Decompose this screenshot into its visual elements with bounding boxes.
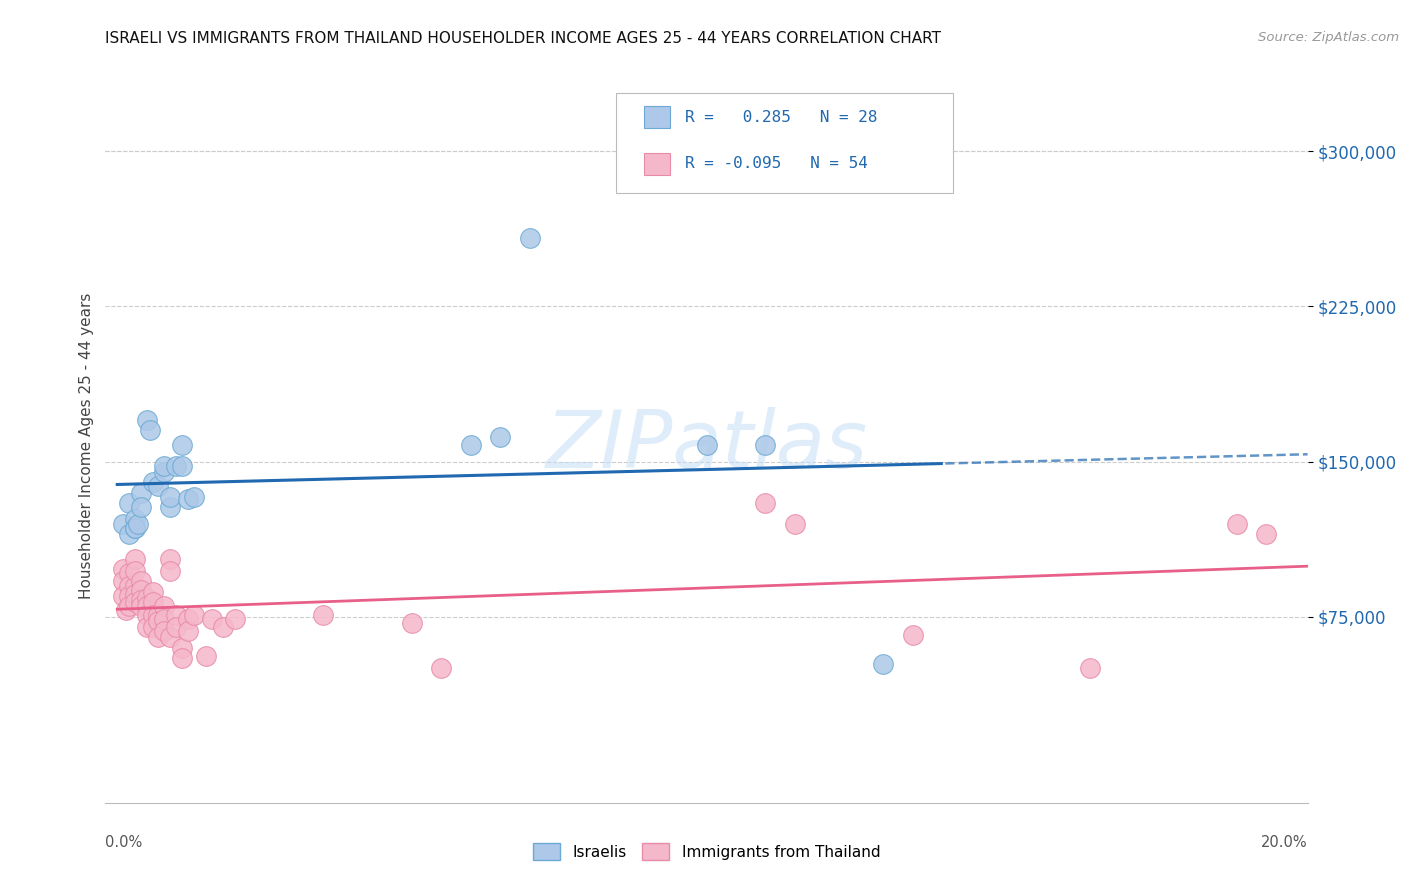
Point: [124, 521, 146, 535]
Point: [489, 430, 512, 444]
Point: [135, 599, 157, 614]
Point: [129, 485, 152, 500]
Point: [142, 620, 165, 634]
Text: Source: ZipAtlas.com: Source: ZipAtlas.com: [1258, 31, 1399, 45]
Point: [754, 496, 776, 510]
Point: [127, 516, 149, 531]
Point: [1226, 516, 1249, 531]
Point: [135, 607, 157, 622]
Point: [118, 496, 141, 510]
Point: [165, 607, 187, 622]
Point: [153, 612, 176, 626]
Point: [194, 648, 217, 663]
Point: [754, 438, 776, 452]
Point: [129, 593, 152, 607]
Point: [135, 620, 157, 634]
Bar: [644, 153, 671, 175]
Y-axis label: Householder Income Ages 25 - 44 years: Householder Income Ages 25 - 44 years: [79, 293, 94, 599]
Point: [1078, 661, 1101, 675]
Point: [112, 574, 135, 589]
Point: [118, 566, 141, 581]
Point: [224, 612, 246, 626]
Point: [159, 564, 181, 578]
Point: [170, 651, 193, 665]
Point: [142, 475, 165, 490]
Point: [148, 630, 170, 644]
Text: R = -0.095   N = 54: R = -0.095 N = 54: [685, 156, 868, 171]
Point: [118, 527, 141, 541]
Point: [142, 607, 165, 622]
Point: [118, 589, 141, 603]
Point: [177, 612, 200, 626]
Point: [170, 458, 193, 473]
Point: [183, 607, 205, 622]
Point: [148, 607, 170, 622]
Point: [165, 620, 187, 634]
Point: [124, 595, 146, 609]
Point: [142, 584, 165, 599]
Point: [124, 564, 146, 578]
Legend: Israelis, Immigrants from Thailand: Israelis, Immigrants from Thailand: [527, 837, 886, 866]
Point: [200, 612, 222, 626]
Point: [112, 562, 135, 576]
Point: [519, 231, 541, 245]
Point: [124, 512, 146, 526]
Text: ISRAELI VS IMMIGRANTS FROM THAILAND HOUSEHOLDER INCOME AGES 25 - 44 YEARS CORREL: ISRAELI VS IMMIGRANTS FROM THAILAND HOUS…: [105, 31, 942, 46]
Point: [159, 490, 181, 504]
Bar: [644, 106, 671, 128]
Point: [159, 630, 181, 644]
Point: [124, 579, 146, 593]
Point: [129, 582, 152, 597]
Point: [177, 491, 200, 506]
Point: [112, 589, 135, 603]
Point: [153, 624, 176, 639]
Point: [115, 603, 138, 617]
Point: [430, 661, 453, 675]
Point: [153, 458, 176, 473]
Point: [872, 657, 894, 672]
Point: [135, 413, 157, 427]
Point: [159, 551, 181, 566]
Point: [165, 458, 187, 473]
Point: [159, 500, 181, 514]
Point: [124, 587, 146, 601]
Point: [124, 551, 146, 566]
Point: [460, 438, 482, 452]
Point: [1256, 527, 1278, 541]
Text: 20.0%: 20.0%: [1261, 836, 1308, 850]
Point: [148, 614, 170, 628]
Point: [153, 599, 176, 614]
Point: [118, 579, 141, 593]
Point: [118, 599, 141, 614]
Point: [153, 465, 176, 479]
Point: [148, 479, 170, 493]
Point: [135, 591, 157, 605]
Point: [129, 574, 152, 589]
Point: [170, 438, 193, 452]
Point: [170, 640, 193, 655]
Point: [695, 438, 717, 452]
Point: [183, 490, 205, 504]
Point: [901, 628, 924, 642]
Point: [129, 500, 152, 514]
Text: R =   0.285   N = 28: R = 0.285 N = 28: [685, 110, 877, 125]
Point: [783, 516, 806, 531]
Text: 0.0%: 0.0%: [105, 836, 142, 850]
FancyBboxPatch shape: [616, 93, 953, 193]
Point: [212, 620, 235, 634]
Point: [312, 607, 335, 622]
Point: [124, 521, 146, 535]
Point: [138, 424, 160, 438]
Text: ZIPatlas: ZIPatlas: [546, 407, 868, 485]
Point: [142, 595, 165, 609]
Point: [177, 624, 200, 639]
Point: [112, 516, 135, 531]
Point: [401, 615, 423, 630]
Point: [129, 599, 152, 614]
